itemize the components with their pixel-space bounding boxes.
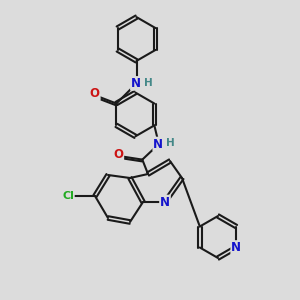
Text: N: N — [153, 137, 163, 151]
Text: H: H — [167, 138, 175, 148]
Text: N: N — [231, 241, 241, 254]
Text: O: O — [113, 148, 123, 161]
Text: O: O — [90, 87, 100, 100]
Text: Cl: Cl — [62, 191, 74, 201]
Text: N: N — [160, 196, 170, 208]
Text: H: H — [144, 77, 153, 88]
Text: N: N — [131, 77, 141, 90]
